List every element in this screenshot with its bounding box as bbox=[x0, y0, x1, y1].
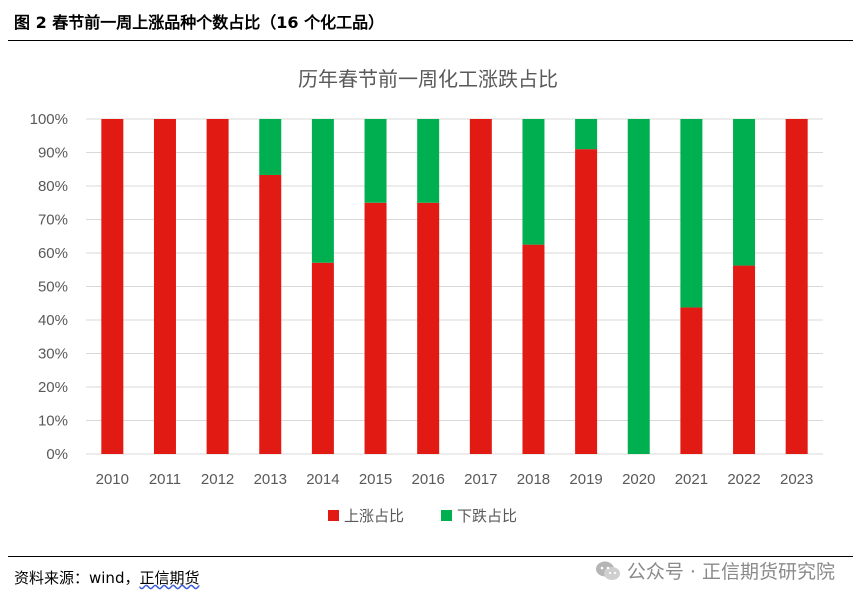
source-note: 资料来源：wind，正信期货 bbox=[14, 567, 199, 588]
x-tick-label: 2019 bbox=[569, 471, 602, 488]
x-tick-label: 2012 bbox=[201, 471, 234, 488]
bar-segment-up bbox=[259, 174, 282, 454]
top-rule bbox=[8, 40, 853, 41]
y-tick-label: 60% bbox=[38, 245, 68, 262]
chart-title: 历年春节前一周化工涨跌占比 bbox=[298, 67, 558, 91]
bar-segment-up bbox=[364, 202, 387, 454]
legend-label: 下跌占比 bbox=[457, 507, 517, 525]
bar-segment-up bbox=[153, 119, 176, 454]
x-axis: 2010 2011 2012 2013 2014 2015 2016 2017 2018 2019… bbox=[96, 471, 814, 488]
bar-segment-down bbox=[575, 119, 598, 150]
bar-segment-up bbox=[206, 119, 229, 454]
y-tick-label: 10% bbox=[38, 413, 68, 430]
bar-segment-up bbox=[575, 149, 598, 454]
bar-segment-down bbox=[417, 119, 440, 203]
x-tick-label: 2021 bbox=[675, 471, 708, 488]
x-tick-label: 2015 bbox=[359, 471, 392, 488]
source-org: 正信期货 bbox=[139, 569, 200, 587]
x-tick-label: 2011 bbox=[149, 471, 181, 488]
figure-title: 图 2 春节前一周上涨品种个数占比（16 个化工品） bbox=[14, 13, 385, 32]
bar-segment-up bbox=[101, 119, 124, 454]
x-tick-label: 2018 bbox=[517, 471, 550, 488]
bar-segment-up bbox=[417, 202, 440, 454]
legend-label: 上涨占比 bbox=[344, 507, 404, 525]
bar-segment-up bbox=[522, 244, 545, 454]
bar-segment-down bbox=[733, 119, 756, 266]
bar-segment-down bbox=[680, 119, 703, 308]
wechat-icon bbox=[595, 561, 620, 580]
bar-segment-up bbox=[469, 119, 492, 454]
x-tick-label: 2022 bbox=[727, 471, 760, 488]
y-tick-label: 20% bbox=[38, 379, 68, 396]
stacked-bar-chart: 历年春节前一周化工涨跌占比 0% 10% 20% 30% 40% 50% 60% 70% 80%… bbox=[30, 67, 823, 525]
y-tick-label: 70% bbox=[38, 212, 68, 229]
bar-segment-down bbox=[259, 119, 282, 175]
y-tick-label: 80% bbox=[38, 178, 68, 195]
y-tick-label: 90% bbox=[38, 145, 68, 162]
source-prefix: 资料来源：wind， bbox=[14, 569, 140, 587]
x-tick-label: 2023 bbox=[780, 471, 813, 488]
x-tick-label: 2014 bbox=[306, 471, 339, 488]
bar-segment-up bbox=[733, 265, 756, 454]
bars bbox=[101, 119, 808, 454]
bar-segment-down bbox=[364, 119, 387, 203]
y-tick-label: 50% bbox=[38, 279, 68, 296]
bottom-rule bbox=[8, 556, 853, 557]
legend-swatch bbox=[441, 510, 452, 521]
x-tick-label: 2017 bbox=[464, 471, 497, 488]
bar-segment-up bbox=[785, 119, 808, 454]
bar-segment-up bbox=[680, 307, 703, 454]
watermark: 公众号 · 正信期货研究院 bbox=[595, 557, 835, 584]
y-tick-label: 0% bbox=[46, 446, 68, 463]
bar-segment-down bbox=[311, 119, 334, 263]
x-tick-label: 2020 bbox=[622, 471, 655, 488]
x-tick-label: 2016 bbox=[411, 471, 444, 488]
gridlines bbox=[86, 118, 823, 455]
bar-segment-down bbox=[522, 119, 545, 245]
y-tick-label: 40% bbox=[38, 312, 68, 329]
legend: 上涨占比 下跌占比 bbox=[328, 507, 517, 525]
y-tick-label: 100% bbox=[30, 111, 68, 128]
x-tick-label: 2013 bbox=[254, 471, 287, 488]
watermark-text: 公众号 · 正信期货研究院 bbox=[626, 561, 835, 583]
y-axis: 0% 10% 20% 30% 40% 50% 60% 70% 80% 90% 100% bbox=[30, 111, 68, 463]
bar-segment-down bbox=[627, 119, 650, 454]
x-tick-label: 2010 bbox=[96, 471, 129, 488]
legend-swatch bbox=[328, 510, 339, 521]
bar-segment-up bbox=[311, 262, 334, 454]
y-tick-label: 30% bbox=[38, 346, 68, 363]
